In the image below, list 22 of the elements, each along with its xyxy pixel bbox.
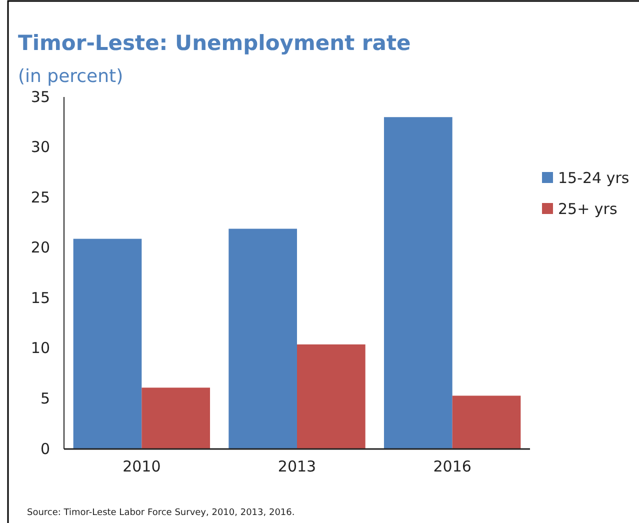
chart-title: Timor-Leste: Unemployment rate <box>18 31 411 55</box>
chart-subtitle: (in percent) <box>18 66 124 87</box>
source-note: Source: Timor-Leste Labor Force Survey, 2010, 2013, 2016. <box>27 508 295 518</box>
y-tick-label: 35 <box>30 88 50 106</box>
y-tick-label: 20 <box>30 238 50 257</box>
bar <box>297 344 366 449</box>
bar <box>73 238 142 449</box>
legend-label: 15-24 yrs <box>558 169 630 187</box>
bar <box>384 117 452 449</box>
y-tick-label: 25 <box>30 188 50 206</box>
y-tick-label: 0 <box>40 440 50 458</box>
x-tick-label: 2010 <box>122 458 161 476</box>
y-tick-label: 30 <box>30 138 50 156</box>
bar <box>228 228 297 449</box>
legend-label: 25+ yrs <box>558 200 618 218</box>
bar <box>452 396 521 449</box>
x-tick-label: 2013 <box>278 458 316 476</box>
x-tick-label: 2016 <box>433 458 472 476</box>
y-tick-label: 15 <box>30 288 50 307</box>
bar <box>142 388 210 449</box>
y-tick-label: 5 <box>40 390 50 408</box>
y-tick-label: 10 <box>30 339 50 358</box>
